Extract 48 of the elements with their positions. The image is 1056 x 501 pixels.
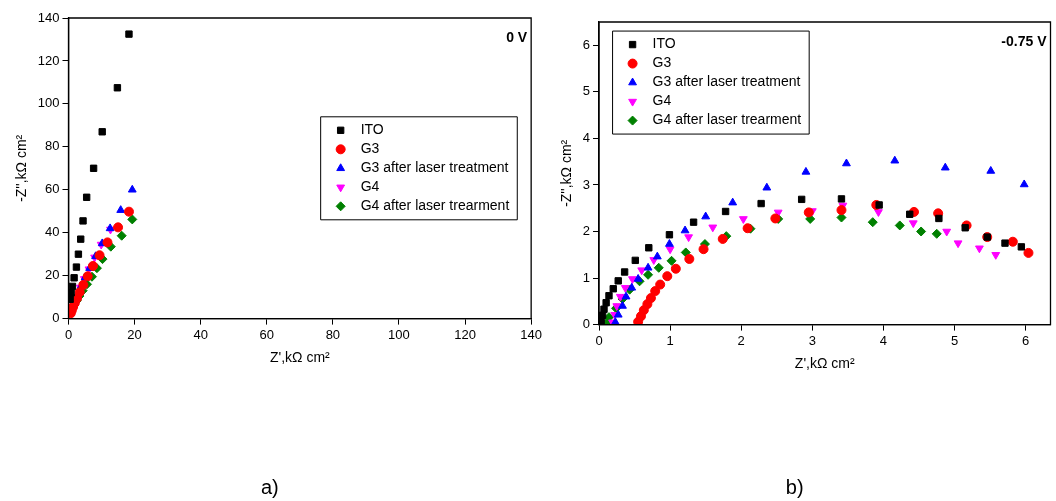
legend-label: G3 (652, 54, 672, 71)
legend-label: G4 after laser trearment (360, 197, 510, 214)
y-tick-label: 20 (45, 267, 60, 283)
y-tick-label: 0 (582, 316, 591, 332)
x-tick-label: 140 (520, 326, 543, 342)
y-axis-title: -Z'',kΩ cm² (13, 134, 30, 202)
y-tick-label: 5 (582, 83, 591, 99)
y-tick-label: 1 (582, 269, 591, 285)
annotation: 0 V (506, 28, 528, 45)
y-axis-title: -Z'',kΩ cm² (558, 139, 575, 207)
x-tick-label: 60 (259, 326, 275, 342)
x-axis-title: Z',kΩ cm² (794, 355, 855, 372)
y-tick-label: 3 (582, 176, 591, 192)
legend-label: G4 (360, 178, 380, 195)
x-tick-label: 2 (737, 332, 745, 348)
legend-label: G4 after laser trearment (652, 111, 802, 128)
y-tick-label: 4 (582, 129, 591, 145)
annotation: -0.75 V (1001, 32, 1048, 49)
x-tick-label: 100 (388, 326, 410, 342)
x-tick-label: 120 (454, 326, 476, 342)
legend-label: G3 after laser treatment (360, 159, 509, 176)
y-tick-label: 60 (45, 181, 60, 197)
x-axis-title: Z',kΩ cm² (269, 349, 331, 366)
y-tick-label: 6 (582, 36, 591, 52)
text: a) (260, 475, 279, 498)
text: b) (785, 475, 804, 498)
y-tick-label: 40 (45, 224, 60, 240)
x-tick-label: 0 (595, 332, 603, 348)
x-tick-label: 6 (1022, 332, 1030, 348)
legend-label: ITO (652, 35, 676, 52)
x-tick-label: 1 (666, 332, 674, 348)
legend-label: G3 (360, 140, 380, 157)
x-tick-label: 20 (127, 326, 142, 342)
y-tick-label: 0 (52, 310, 60, 326)
x-tick-label: 80 (325, 326, 341, 342)
y-tick-label: 80 (45, 138, 60, 154)
y-tick-label: 100 (37, 95, 60, 111)
x-tick-label: 4 (879, 332, 888, 348)
x-tick-label: 5 (950, 332, 959, 348)
x-tick-label: 3 (808, 332, 816, 348)
x-tick-label: 0 (64, 326, 73, 342)
legend-label: G4 (652, 92, 672, 109)
y-tick-label: 140 (37, 9, 60, 25)
legend-label: ITO (360, 121, 384, 138)
y-tick-label: 2 (582, 223, 591, 239)
legend-label: G3 after laser treatment (652, 73, 801, 90)
x-tick-label: 40 (193, 326, 208, 342)
y-tick-label: 120 (37, 52, 60, 68)
